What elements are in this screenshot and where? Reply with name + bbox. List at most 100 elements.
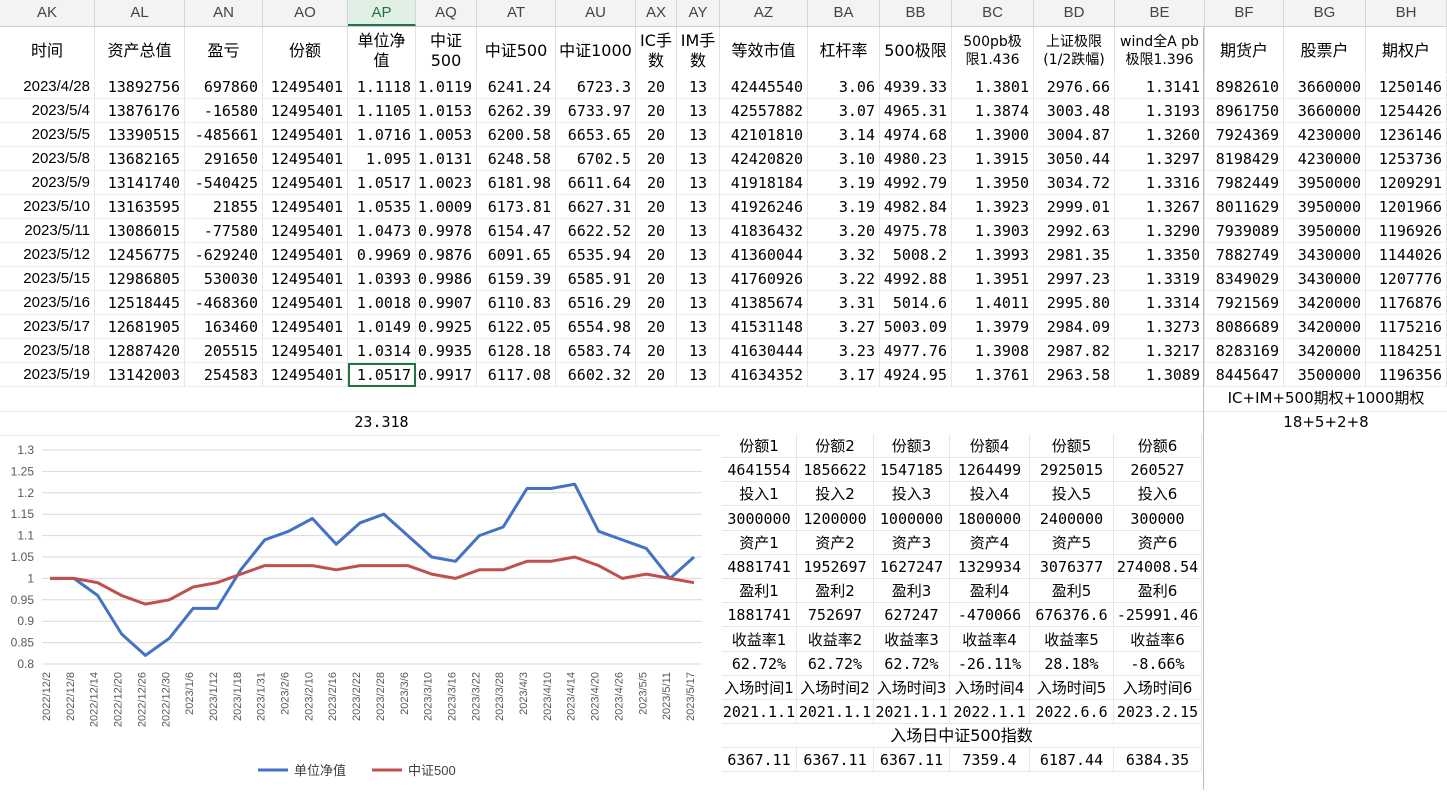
table-cell[interactable]: 1201966 bbox=[1366, 195, 1447, 219]
table-cell[interactable]: 13 bbox=[677, 267, 720, 291]
grid-label-cell[interactable]: 投入3 bbox=[874, 482, 950, 506]
table-cell[interactable]: 12495401 bbox=[263, 147, 348, 171]
table-cell[interactable]: 1.3874 bbox=[952, 99, 1034, 123]
table-cell[interactable]: 2976.66 bbox=[1034, 75, 1115, 99]
table-cell[interactable]: 1.1105 bbox=[348, 99, 416, 123]
table-cell[interactable]: 12681905 bbox=[95, 315, 185, 339]
table-cell[interactable]: 3.20 bbox=[808, 219, 880, 243]
table-cell[interactable]: 2023/5/10 bbox=[0, 195, 95, 219]
table-cell[interactable]: 3.19 bbox=[808, 195, 880, 219]
table-cell[interactable]: 3003.48 bbox=[1034, 99, 1115, 123]
table-cell[interactable]: 6110.83 bbox=[477, 291, 556, 315]
grid-label-cell[interactable]: 份额1 bbox=[722, 434, 797, 458]
table-cell[interactable]: 7939089 bbox=[1205, 219, 1284, 243]
column-header-az[interactable]: AZ bbox=[720, 0, 808, 26]
table-cell[interactable]: 13876176 bbox=[95, 99, 185, 123]
table-cell[interactable]: 1.0517 bbox=[348, 363, 416, 387]
table-cell[interactable]: 20 bbox=[636, 267, 677, 291]
table-cell[interactable]: 1.0314 bbox=[348, 339, 416, 363]
table-cell[interactable]: 1196926 bbox=[1366, 219, 1447, 243]
table-cell[interactable]: 42101810 bbox=[720, 123, 808, 147]
table-cell[interactable]: 8086689 bbox=[1205, 315, 1284, 339]
table-cell[interactable]: 2023/5/18 bbox=[0, 339, 95, 363]
table-cell[interactable]: 13390515 bbox=[95, 123, 185, 147]
table-cell[interactable]: 3420000 bbox=[1284, 339, 1366, 363]
table-cell[interactable]: 2995.80 bbox=[1034, 291, 1115, 315]
table-cell[interactable]: 1184251 bbox=[1366, 339, 1447, 363]
table-cell[interactable]: 3050.44 bbox=[1034, 147, 1115, 171]
table-cell[interactable]: 41630444 bbox=[720, 339, 808, 363]
table-cell[interactable]: 3500000 bbox=[1284, 363, 1366, 387]
table-cell[interactable]: 4992.88 bbox=[880, 267, 952, 291]
table-cell[interactable]: 4975.78 bbox=[880, 219, 952, 243]
table-cell[interactable]: 8198429 bbox=[1205, 147, 1284, 171]
table-cell[interactable]: 13 bbox=[677, 195, 720, 219]
table-cell[interactable]: 1.3801 bbox=[952, 75, 1034, 99]
table-cell[interactable]: 41360044 bbox=[720, 243, 808, 267]
header-cell-bg[interactable]: 股票户 bbox=[1284, 27, 1366, 74]
table-cell[interactable]: 1.3141 bbox=[1115, 75, 1205, 99]
table-cell[interactable]: 7921569 bbox=[1205, 291, 1284, 315]
table-cell[interactable]: 1.0153 bbox=[416, 99, 477, 123]
table-cell[interactable]: 1.3314 bbox=[1115, 291, 1205, 315]
table-cell[interactable]: 6535.94 bbox=[556, 243, 636, 267]
table-cell[interactable]: 12495401 bbox=[263, 363, 348, 387]
table-cell[interactable]: 1.3900 bbox=[952, 123, 1034, 147]
table-cell[interactable]: 254583 bbox=[185, 363, 263, 387]
grid-label-cell[interactable]: 资产6 bbox=[1114, 531, 1202, 555]
column-header-bh[interactable]: BH bbox=[1366, 0, 1447, 26]
table-cell[interactable]: 2023/5/4 bbox=[0, 99, 95, 123]
table-cell[interactable]: 6583.74 bbox=[556, 339, 636, 363]
grid-label-cell[interactable]: 资产3 bbox=[874, 531, 950, 555]
table-cell[interactable]: 1176876 bbox=[1366, 291, 1447, 315]
table-cell[interactable]: 41926246 bbox=[720, 195, 808, 219]
grid-label-cell[interactable]: 收益率3 bbox=[874, 628, 950, 652]
table-cell[interactable]: 20 bbox=[636, 99, 677, 123]
column-header-an[interactable]: AN bbox=[185, 0, 263, 26]
grid-value-cell[interactable]: 1000000 bbox=[874, 507, 950, 531]
column-header-au[interactable]: AU bbox=[556, 0, 636, 26]
grid-footer-label[interactable]: 入场日中证500指数 bbox=[722, 724, 1202, 748]
grid-label-cell[interactable]: 盈利3 bbox=[874, 579, 950, 603]
table-cell[interactable]: 6262.39 bbox=[477, 99, 556, 123]
table-cell[interactable]: 3420000 bbox=[1284, 291, 1366, 315]
header-cell-ba[interactable]: 杠杆率 bbox=[808, 27, 880, 74]
table-cell[interactable]: 1.3316 bbox=[1115, 171, 1205, 195]
table-cell[interactable]: 1.3993 bbox=[952, 243, 1034, 267]
table-cell[interactable]: 2984.09 bbox=[1034, 315, 1115, 339]
table-cell[interactable]: 3.22 bbox=[808, 267, 880, 291]
table-cell[interactable]: 1.3290 bbox=[1115, 219, 1205, 243]
table-cell[interactable]: 1.0009 bbox=[416, 195, 477, 219]
table-cell[interactable]: 291650 bbox=[185, 147, 263, 171]
grid-label-cell[interactable]: 收益率5 bbox=[1030, 628, 1114, 652]
table-cell[interactable]: 1.3273 bbox=[1115, 315, 1205, 339]
table-cell[interactable]: 1.3950 bbox=[952, 171, 1034, 195]
table-cell[interactable]: 6200.58 bbox=[477, 123, 556, 147]
grid-value-cell[interactable]: 1881741 bbox=[722, 603, 797, 627]
table-cell[interactable]: 6241.24 bbox=[477, 75, 556, 99]
grid-value-cell[interactable]: -8.66% bbox=[1114, 652, 1202, 676]
table-cell[interactable]: 13 bbox=[677, 171, 720, 195]
table-cell[interactable]: 1254426 bbox=[1366, 99, 1447, 123]
grid-value-cell[interactable]: 300000 bbox=[1114, 507, 1202, 531]
grid-label-cell[interactable]: 收益率4 bbox=[950, 628, 1030, 652]
column-header-al[interactable]: AL bbox=[95, 0, 185, 26]
table-cell[interactable]: 3.17 bbox=[808, 363, 880, 387]
grid-label-cell[interactable]: 入场时间2 bbox=[797, 676, 874, 700]
table-cell[interactable]: 6723.3 bbox=[556, 75, 636, 99]
table-cell[interactable]: 6611.64 bbox=[556, 171, 636, 195]
table-cell[interactable]: 1.0119 bbox=[416, 75, 477, 99]
grid-value-cell[interactable]: 62.72% bbox=[874, 652, 950, 676]
grid-value-cell[interactable]: 4881741 bbox=[722, 555, 797, 579]
table-cell[interactable]: 4939.33 bbox=[880, 75, 952, 99]
table-cell[interactable]: 6516.29 bbox=[556, 291, 636, 315]
table-cell[interactable]: 163460 bbox=[185, 315, 263, 339]
table-cell[interactable]: 2023/5/8 bbox=[0, 147, 95, 171]
table-cell[interactable]: 1.0053 bbox=[416, 123, 477, 147]
table-cell[interactable]: 1.0023 bbox=[416, 171, 477, 195]
grid-label-cell[interactable]: 入场时间6 bbox=[1114, 676, 1202, 700]
grid-value-cell[interactable]: 260527 bbox=[1114, 458, 1202, 482]
table-cell[interactable]: 20 bbox=[636, 363, 677, 387]
table-cell[interactable]: 8349029 bbox=[1205, 267, 1284, 291]
table-cell[interactable]: 13163595 bbox=[95, 195, 185, 219]
